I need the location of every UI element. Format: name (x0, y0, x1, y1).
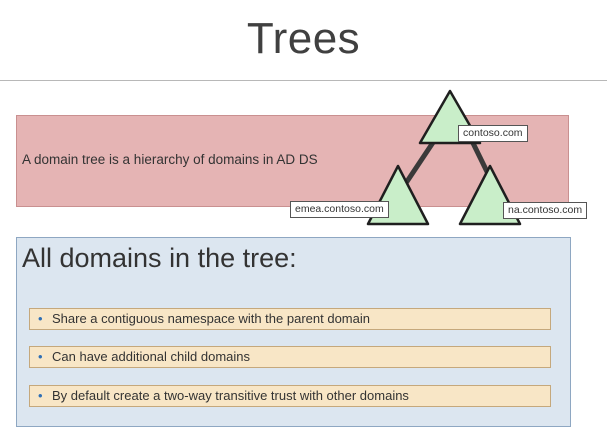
right-child-domain-label: na.contoso.com (503, 202, 588, 219)
bullet-text: By default create a two-way transitive t… (52, 388, 409, 403)
definition-text: A domain tree is a hierarchy of domains … (22, 152, 318, 167)
bullet-text: Can have additional child domains (52, 349, 251, 364)
slide-title: Trees (246, 14, 361, 63)
bullet-marker: • (38, 388, 43, 403)
bullet-text: Share a contiguous namespace with the pa… (52, 311, 370, 326)
bullet-item: • By default create a two-way transitive… (29, 385, 551, 407)
title-divider (0, 80, 607, 81)
bullet-marker: • (38, 311, 43, 326)
root-domain-label: contoso.com (458, 125, 528, 142)
left-child-domain-label: emea.contoso.com (290, 201, 389, 218)
bullet-item: • Share a contiguous namespace with the … (29, 308, 551, 330)
tree-connector-left (401, 139, 437, 188)
bullet-marker: • (38, 349, 43, 364)
properties-heading: All domains in the tree: (22, 243, 297, 273)
bullet-item: • Can have additional child domains (29, 346, 551, 368)
